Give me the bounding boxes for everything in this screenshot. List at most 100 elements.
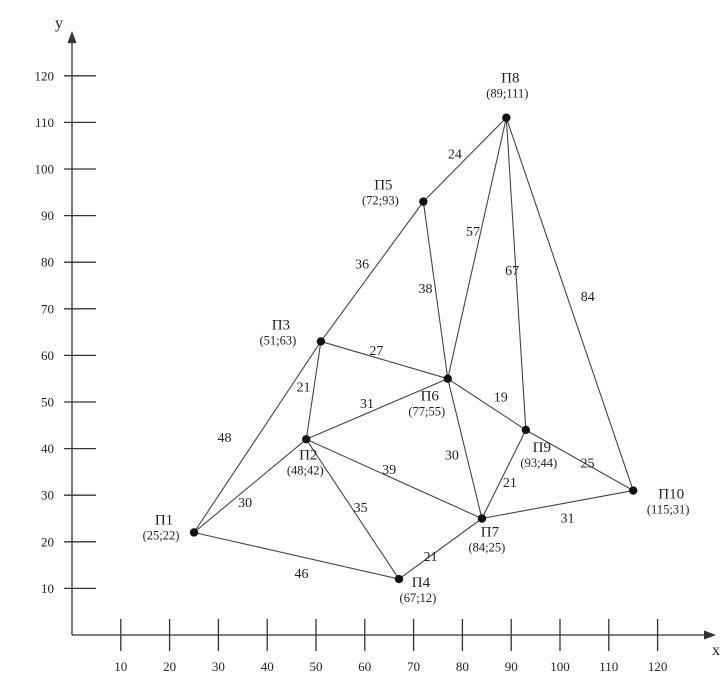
edge-weight-label: 39 [382,463,396,478]
node-dot-p5 [419,197,428,206]
edge-weight-label: 21 [423,550,437,565]
edges: 48 30 46 21 31 39 35 36 27 24 38 57 19 30 67 84 25 21 21 31 [193,117,634,582]
edge-weight-label: 31 [360,397,374,412]
edge-p6-p9 [447,378,527,431]
node-dot-p8 [502,113,511,122]
node-coord-p9: (93;44) [520,456,557,470]
node-dot-p6 [443,374,452,383]
node-label-p4: П4 [412,575,431,591]
node-coord-p3: (51;63) [259,333,296,347]
node-dot-p1 [189,528,199,537]
edge-p4-p7 [398,518,483,580]
edge-p3-p6 [320,340,448,380]
node-label-p2: П2 [299,447,317,463]
edge-weight-label: 38 [419,282,433,297]
y-tick-label: 40 [41,441,54,456]
y-axis-arrow-icon [67,31,77,43]
node-label-p10: П10 [658,487,684,503]
edge-p1-p2 [193,438,307,533]
node-dot-p2 [302,435,311,444]
node-coord-p1: (25;22) [143,528,180,542]
node-label-p3: П3 [272,317,290,333]
x-tick-label: 80 [456,659,469,674]
node-coord-p4: (67;12) [400,591,437,605]
x-tick-label: 30 [212,659,225,674]
y-tick-label: 90 [41,208,54,223]
node-label-p1: П1 [155,512,173,528]
y-tick-label: 70 [41,301,54,316]
node-coord-p8: (89;111) [486,87,528,101]
edge-p2-p4 [305,438,400,580]
edge-p6-p8 [447,117,507,379]
edge-p8-p9 [505,117,527,430]
node-coord-p2: (48;42) [287,463,324,477]
edge-weight-label: 46 [294,567,308,582]
axis-ticks: 10 20 30 40 50 60 70 80 90 100 110 120 10 20 30 40 50 60 7… [35,68,668,674]
edge-weight-label: 48 [217,431,231,446]
edge-weight-label: 57 [466,225,480,240]
y-tick-label: 120 [35,68,55,83]
node-label-p5: П5 [374,178,392,194]
axes: x y [55,15,720,659]
x-axis-title: x [712,642,720,659]
x-tick-label: 120 [648,659,668,674]
node-coord-p10: (115;31) [647,503,690,517]
y-tick-label: 10 [41,581,54,596]
y-tick-label: 30 [41,488,54,503]
node-label-p7: П7 [481,525,500,541]
y-tick-label: 100 [35,162,55,177]
x-tick-label: 10 [114,659,127,674]
edge-p8-p10 [505,117,634,491]
edge-weight-label: 21 [503,476,517,491]
node-label-p9: П9 [533,440,551,456]
node-coord-p7: (84;25) [469,541,506,555]
edge-p7-p10 [481,489,634,520]
x-tick-label: 40 [261,659,274,674]
edge-p5-p8 [422,117,507,203]
edge-p1-p4 [193,531,400,580]
node-coord-p5: (72;93) [362,194,399,208]
edge-p9-p10 [525,429,634,492]
y-tick-label: 80 [41,255,54,270]
x-tick-label: 100 [550,659,570,674]
edge-weight-label: 30 [238,496,252,511]
node-dot-p7 [477,514,487,523]
node-label-p8: П8 [501,71,519,87]
y-tick-label: 60 [41,348,54,363]
node-coord-p6: (77;55) [408,405,445,419]
x-tick-label: 60 [358,659,371,674]
edge-weight-label: 25 [581,456,595,471]
x-axis-arrow-icon [704,630,716,640]
edge-weight-label: 31 [561,512,575,527]
x-tick-label: 50 [310,659,323,674]
node-dot-p9 [521,425,531,435]
nodes: П1(25;22)П2(48;42)П3(51;63)П4(67;12)П5(7… [143,71,690,605]
edge-weight-label: 36 [355,258,369,273]
y-axis-title: y [55,15,63,32]
edge-weight-label: 35 [354,501,368,516]
edge-p2-p3 [305,341,322,440]
node-dot-p10 [629,486,638,495]
node-label-p6: П6 [421,389,440,405]
edge-weight-label: 30 [445,449,459,464]
node-dot-p3 [316,337,326,346]
edge-p1-p3 [193,341,322,533]
x-tick-label: 90 [505,659,518,674]
edge-weight-label: 21 [297,380,311,395]
x-tick-label: 20 [163,659,176,674]
edge-weight-label: 27 [369,344,383,359]
y-tick-label: 50 [41,395,54,410]
y-tick-label: 20 [41,534,54,549]
x-tick-label: 110 [599,659,618,674]
edge-weight-label: 24 [448,148,462,163]
x-tick-label: 70 [407,659,420,674]
edge-weight-label: 67 [505,264,519,279]
edge-p6-p7 [447,378,483,519]
edge-p9-p7 [481,429,527,519]
y-tick-label: 110 [35,115,54,130]
edge-p2-p7 [306,438,483,520]
edge-weight-label: 84 [581,290,595,305]
edge-p3-p5 [320,201,424,342]
edge-weight-label: 19 [494,390,508,405]
